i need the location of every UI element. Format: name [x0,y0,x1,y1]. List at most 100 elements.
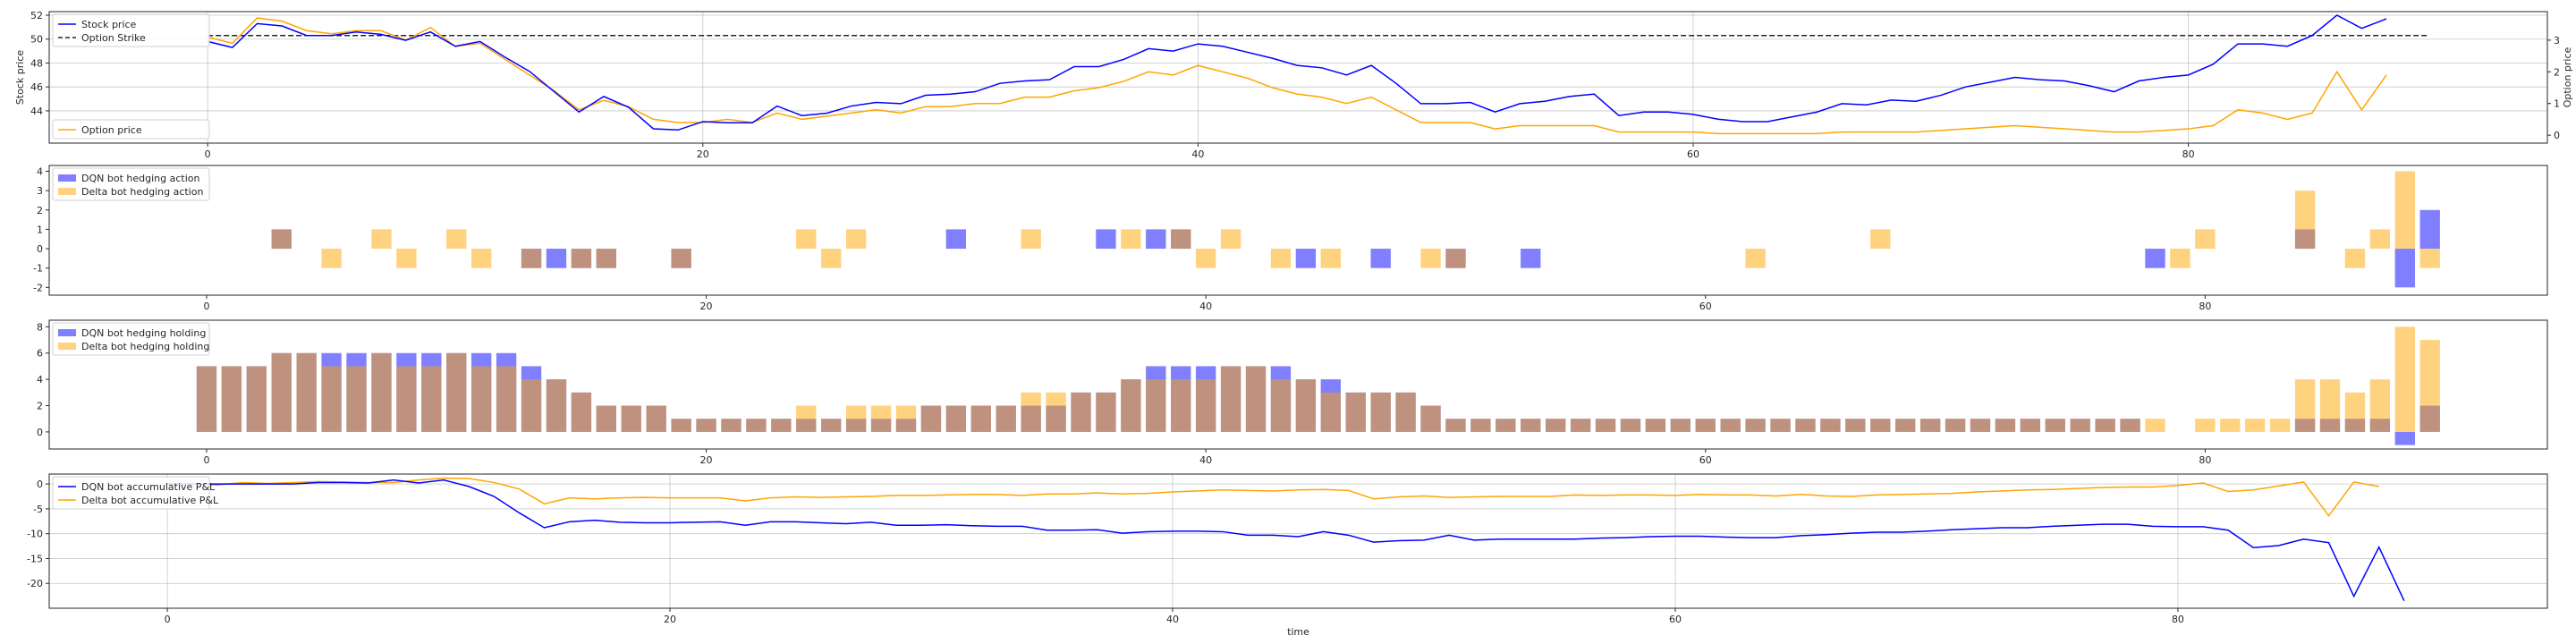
bar-delta-holding [546,379,567,432]
bar-delta-holding [1970,419,1991,432]
bar-delta-holding [1919,419,1941,432]
legend-box [52,476,210,510]
bar-delta-holding [771,419,792,432]
bar-delta-holding [571,392,592,432]
legend-entry: DQN bot hedging action [81,173,199,184]
bar-dqn-action [1096,229,1116,250]
bar-delta-holding [1695,419,1716,432]
series-option-price [207,17,2387,135]
x-tick-label: 60 [1699,454,1712,466]
legend: DQN bot accumulative P&L Delta bot accumu… [52,476,219,510]
legend-box [52,119,210,140]
x-tick-label: 0 [205,148,211,160]
legend-box [52,13,210,47]
y-tick-label: 6 [37,348,43,360]
bar-delta-holding [471,366,492,432]
bar-delta-action [796,229,817,250]
y-axis-label: Stock price [14,50,26,106]
bar-delta-action [1320,249,1341,268]
x-tick-label: 20 [664,614,676,625]
bar-delta-holding [1795,419,1816,432]
bar-dqn-action [2145,249,2165,268]
bar-delta-holding [2195,419,2216,432]
bar-delta-action [2195,229,2216,250]
bar-delta-holding [196,366,217,432]
bar-delta-holding [996,405,1016,432]
bar-delta-holding [1995,419,2016,432]
legend-swatch [58,188,76,195]
y-tick-label: -1 [33,263,43,275]
legend-entry: Option price [81,124,142,136]
y-tick-label: -5 [33,504,43,515]
bar-delta-action [2294,191,2316,250]
bar-delta-holding [296,352,317,432]
bar-delta-holding [1945,419,1966,432]
bar-delta-action [1195,249,1216,268]
bar-delta-holding [1370,392,1391,432]
series-delta-pnl [167,477,2379,517]
bar-delta-holding [496,366,517,432]
bar-delta-holding [1570,419,1591,432]
legend-entry: DQN bot accumulative P&L [81,481,216,493]
bar-delta-holding [1220,366,1241,432]
y-tick-label: 0 [37,243,43,255]
bar-delta-holding [396,366,417,432]
bar-delta-holding [2294,379,2316,432]
bar-delta-action [446,229,467,250]
bar-delta-holding [1071,392,1091,432]
bar-delta-holding [246,366,267,432]
legend: Stock price Option Strike [52,13,210,47]
bar-delta-holding [870,405,892,432]
bar-delta-action [521,249,542,268]
bar-delta-action [396,249,417,268]
bar-delta-holding [1770,419,1791,432]
bar-delta-holding [671,419,691,432]
bar-delta-holding [1171,379,1191,432]
bar-delta-holding [895,405,917,432]
y-tick-label: 2 [37,205,43,216]
y-tick-label: -2 [33,282,43,293]
x-tick-label: 60 [1699,301,1712,312]
legend: DQN bot hedging holding Delta bot hedging… [52,322,210,356]
bar-delta-holding [1395,392,1416,432]
x-tick-label: 80 [2199,454,2211,466]
bar-delta-holding [1720,419,1741,432]
bar-delta-holding [945,405,967,432]
y-tick-label: 52 [30,10,43,21]
bar-delta-holding [1496,419,1516,432]
bar-delta-holding [1745,419,1766,432]
x-tick-label: 0 [203,301,209,312]
bar-delta-holding [1595,419,1616,432]
bar-delta-action [1121,229,1141,250]
y-tick-label: 0 [37,479,43,490]
bar-delta-action [1220,229,1241,250]
bar-delta-action [1171,229,1191,250]
bar-delta-holding [1470,419,1491,432]
bar-delta-holding [646,405,666,432]
legend: Option price [52,119,210,140]
bar-delta-action [1870,229,1891,250]
bar-delta-holding [1870,419,1891,432]
legend-entry: Option Strike [81,32,146,44]
y-right-tick-label: 1 [2554,98,2560,110]
bar-delta-action [371,229,392,250]
bar-delta-holding [1820,419,1841,432]
bar-delta-holding [796,405,817,432]
x-tick-label: 40 [1166,614,1179,625]
bar-delta-holding [845,405,867,432]
bar-delta-holding [1546,419,1566,432]
bar-delta-holding [2070,419,2090,432]
y-tick-label: 2 [37,401,43,412]
bar-delta-holding [346,366,367,432]
bar-delta-holding [1670,419,1691,432]
legend-swatch [58,343,76,350]
bar-delta-holding [271,352,292,432]
y-tick-label: 8 [37,321,43,333]
legend-box [52,322,210,356]
bar-dqn-action [546,249,567,268]
bar-delta-holding [1345,392,1366,432]
axes-holdings: 0 20 40 60 80 0 2 4 6 8 [37,321,2211,466]
x-tick-label: 80 [2172,614,2184,625]
bar-delta-action [1270,249,1292,268]
